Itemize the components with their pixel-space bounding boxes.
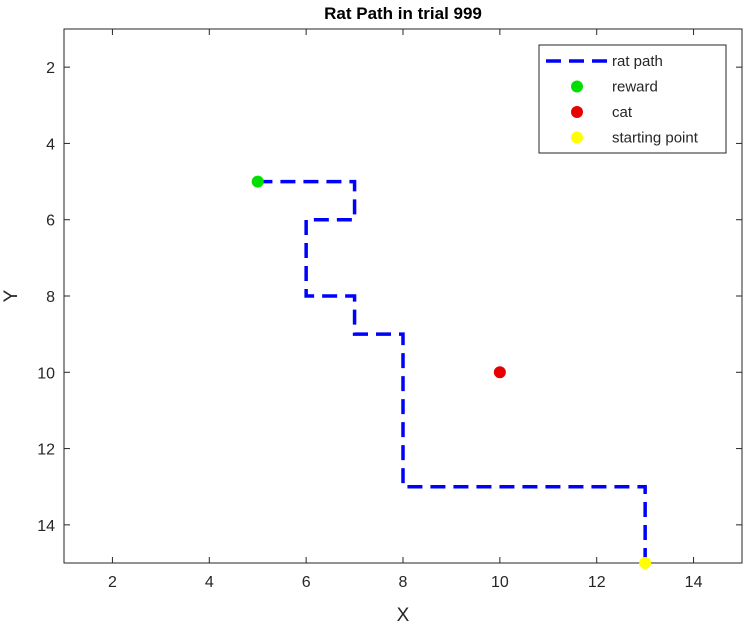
legend-starting-point-swatch bbox=[571, 131, 583, 144]
legend: rat path reward cat starting point bbox=[538, 44, 727, 154]
legend-starting-point-label: starting point bbox=[612, 130, 699, 147]
x-tick-label: 4 bbox=[205, 574, 214, 591]
legend-cat-label: cat bbox=[612, 104, 633, 121]
x-tick-label: 6 bbox=[302, 574, 311, 591]
x-tick-label: 10 bbox=[491, 574, 509, 591]
starting-point-point bbox=[639, 557, 652, 569]
legend-box bbox=[538, 44, 727, 154]
axis-ticks: 2 4 6 8 10 12 14 2 4 6 8 10 12 14 bbox=[37, 29, 742, 591]
legend-cat-swatch bbox=[571, 106, 583, 118]
y-axis-label: Y bbox=[1, 289, 22, 302]
y-tick-label: 4 bbox=[46, 136, 55, 153]
cat-point bbox=[493, 366, 506, 379]
legend-rat-path-label: rat path bbox=[612, 53, 663, 70]
y-tick-label: 2 bbox=[46, 60, 55, 77]
x-tick-label: 14 bbox=[685, 574, 703, 591]
legend-reward-label: reward bbox=[612, 79, 658, 96]
y-tick-label: 8 bbox=[46, 289, 55, 306]
x-axis-label: X bbox=[397, 605, 410, 625]
y-tick-label: 10 bbox=[37, 365, 55, 382]
chart-title: Rat Path in trial 999 bbox=[324, 4, 482, 23]
y-tick-label: 14 bbox=[37, 518, 55, 535]
legend-reward-swatch bbox=[571, 80, 583, 93]
y-tick-label: 12 bbox=[37, 442, 55, 459]
series-layer bbox=[251, 175, 652, 569]
reward-point bbox=[251, 175, 264, 188]
rat-path-line bbox=[257, 179, 647, 563]
x-tick-label: 2 bbox=[108, 574, 117, 591]
x-tick-label: 8 bbox=[399, 574, 408, 591]
y-tick-label: 6 bbox=[46, 213, 55, 230]
x-tick-label: 12 bbox=[588, 574, 606, 591]
